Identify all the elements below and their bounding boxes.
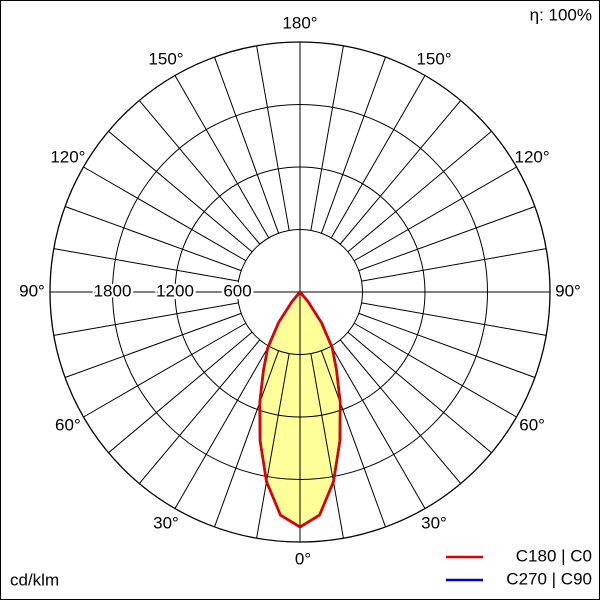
angle-tick-label: 90° <box>555 281 581 300</box>
spoke <box>64 312 242 378</box>
unit-label: cd/klm <box>10 570 59 589</box>
spoke <box>256 45 290 231</box>
spoke <box>358 312 536 378</box>
curve <box>258 291 301 529</box>
angle-tick-label: 30° <box>421 514 447 533</box>
spoke <box>108 331 253 454</box>
angle-tick-label: 180° <box>282 13 317 32</box>
spoke <box>310 353 344 539</box>
spoke <box>53 248 239 282</box>
spoke <box>214 56 280 234</box>
spoke <box>214 350 280 528</box>
spoke <box>353 322 517 418</box>
spoke <box>358 206 536 272</box>
angle-tick-label: 90° <box>19 281 45 300</box>
angle-tick-label: 120° <box>515 147 550 166</box>
spoke <box>347 331 492 454</box>
spoke <box>353 166 517 262</box>
spoke <box>83 322 247 418</box>
angle-tick-label: 30° <box>153 514 179 533</box>
legend-label: C270 | C90 <box>506 569 592 588</box>
area-fill <box>259 292 300 527</box>
angle-tick-label: 150° <box>148 49 183 68</box>
spoke <box>361 302 547 336</box>
legend-label: C180 | C0 <box>516 546 592 565</box>
spoke <box>256 353 290 539</box>
spoke <box>83 166 247 262</box>
angle-tick-label: 0° <box>295 549 311 568</box>
area-fill <box>300 292 341 527</box>
spoke <box>330 345 426 509</box>
r-tick-label: 600 <box>223 281 251 300</box>
efficiency-label: η: 100% <box>530 5 592 24</box>
curve <box>299 291 342 529</box>
spoke <box>138 100 261 245</box>
r-tick-label: 1200 <box>156 281 194 300</box>
spoke <box>174 345 270 509</box>
angle-tick-label: 150° <box>416 49 451 68</box>
spoke <box>339 100 462 245</box>
r-tick-label: 1800 <box>94 281 132 300</box>
spoke <box>330 75 426 239</box>
spoke <box>320 350 386 528</box>
spoke <box>339 339 462 484</box>
spoke <box>53 302 239 336</box>
spoke <box>310 45 344 231</box>
angle-tick-label: 120° <box>50 147 85 166</box>
spoke <box>108 130 253 253</box>
spoke <box>64 206 242 272</box>
spoke <box>347 130 492 253</box>
angle-tick-label: 60° <box>55 415 81 434</box>
spoke <box>138 339 261 484</box>
angle-tick-label: 60° <box>519 415 545 434</box>
spoke <box>320 56 386 234</box>
spoke <box>174 75 270 239</box>
spoke <box>361 248 547 282</box>
